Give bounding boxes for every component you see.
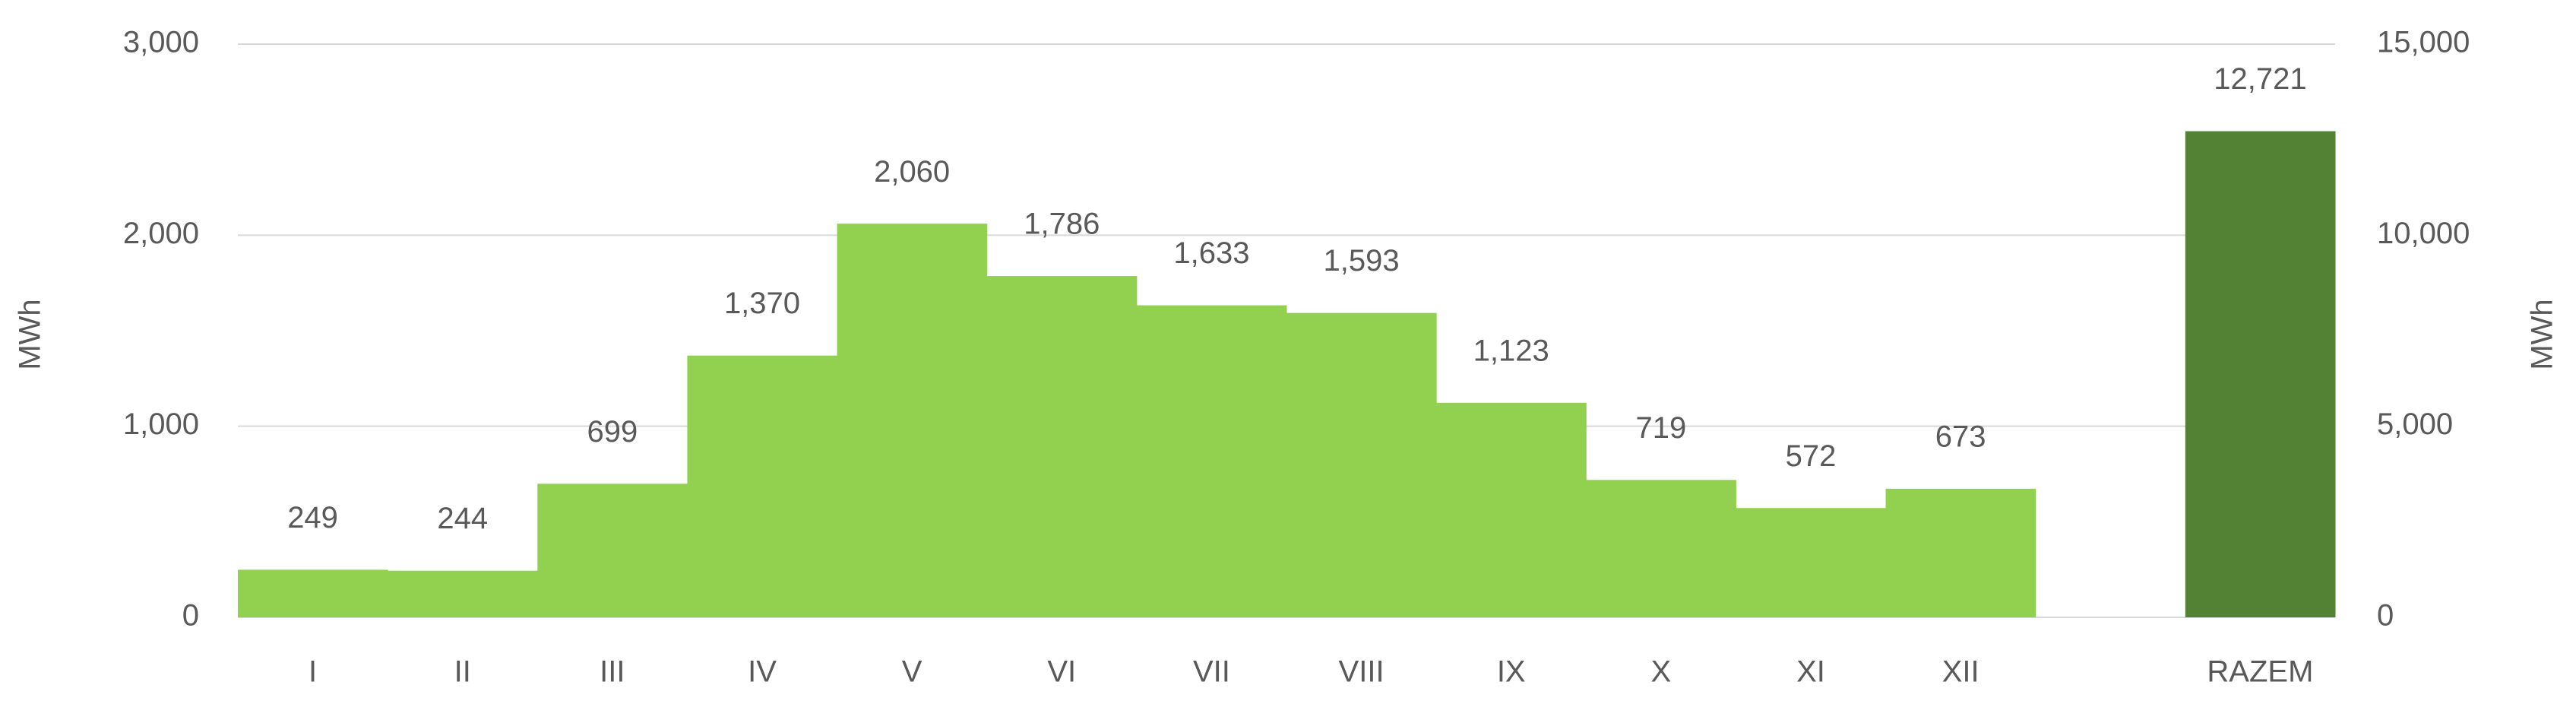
data-label: 12,721 <box>2214 62 2306 96</box>
bar <box>986 276 1138 617</box>
y2-tick-label: 5,000 <box>2377 407 2453 441</box>
x-tick-label: VIII <box>1339 655 1385 689</box>
bar <box>1136 305 1287 617</box>
x-tick-label: V <box>902 655 922 689</box>
x-tick-label: XI <box>1796 655 1825 689</box>
y2-axis-label: MWh <box>2526 299 2559 369</box>
data-label: 1,593 <box>1324 244 1400 277</box>
x-tick-label: RAZEM <box>2207 655 2313 689</box>
bar <box>1586 480 1736 617</box>
bar <box>1736 508 1887 617</box>
x-tick-label: II <box>454 655 471 689</box>
y-tick-label: 2,000 <box>123 217 199 250</box>
bar <box>1286 312 1437 617</box>
data-label: 1,123 <box>1473 334 1549 367</box>
data-label: 699 <box>587 415 638 449</box>
data-label: 249 <box>287 501 338 534</box>
x-tick-label: VII <box>1193 655 1230 689</box>
y2-tick-label: 15,000 <box>2377 26 2470 59</box>
y-tick-label: 0 <box>182 599 199 633</box>
data-label: 244 <box>437 502 488 535</box>
y-tick-label: 1,000 <box>123 407 199 441</box>
data-label: 719 <box>1635 411 1686 445</box>
bar <box>537 484 688 617</box>
data-label: 2,060 <box>874 155 950 189</box>
x-tick-label: VI <box>1047 655 1076 689</box>
y2-tick-label: 0 <box>2377 599 2394 633</box>
x-tick-label: IV <box>748 655 777 689</box>
data-label: 1,786 <box>1024 208 1100 241</box>
data-label: 1,370 <box>724 287 800 320</box>
x-tick-label: III <box>600 655 625 689</box>
x-tick-label: X <box>1651 655 1672 689</box>
bar <box>1436 402 1587 617</box>
data-label: 572 <box>1786 439 1837 473</box>
data-label: 1,633 <box>1173 236 1249 270</box>
x-tick-label: IX <box>1497 655 1526 689</box>
bar <box>687 355 838 617</box>
y-tick-label: 3,000 <box>123 26 199 59</box>
bar <box>1885 488 2036 617</box>
x-tick-label: XII <box>1942 655 1979 689</box>
bar <box>837 224 988 618</box>
y2-tick-label: 10,000 <box>2377 217 2470 250</box>
bar <box>388 570 538 617</box>
bar <box>2185 131 2336 617</box>
x-tick-label: I <box>309 655 317 689</box>
data-label: 673 <box>1935 420 1986 453</box>
bar <box>238 569 388 617</box>
y-axis-label: MWh <box>14 299 47 369</box>
